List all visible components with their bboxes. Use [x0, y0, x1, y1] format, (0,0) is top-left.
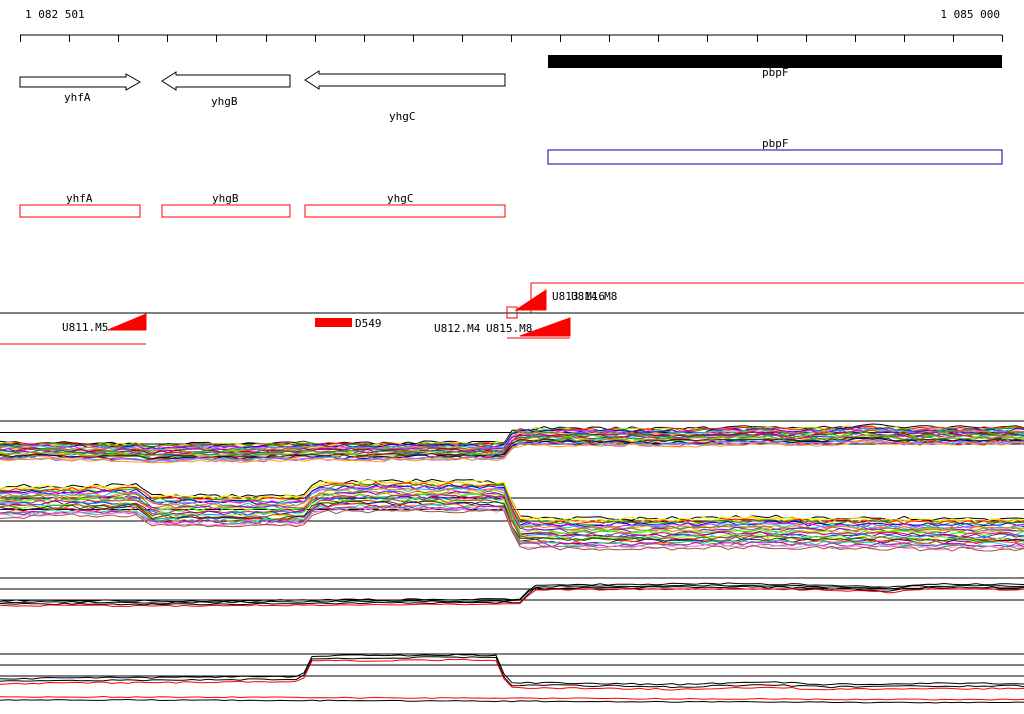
binding-site-ramp[interactable]	[107, 313, 147, 331]
gene-arrow-yhgB[interactable]	[161, 71, 291, 91]
intensity-series	[0, 488, 1024, 532]
intensity-series	[0, 585, 1024, 606]
intensity-series	[0, 509, 1024, 552]
intensity-series	[0, 656, 1024, 689]
binding-site-label[interactable]: U813.M16	[552, 290, 605, 303]
gene-label[interactable]: yhgC	[389, 110, 416, 123]
binding-site-label[interactable]: U811.M5	[62, 321, 108, 334]
intensity-series	[0, 582, 1024, 603]
gene-box-outline[interactable]	[547, 149, 1003, 165]
intensity-series	[0, 584, 1024, 604]
gene-label[interactable]: yhfA	[66, 192, 93, 205]
gene-label[interactable]: yhfA	[64, 91, 91, 104]
intensity-series	[0, 440, 1024, 464]
intensity-series	[0, 695, 1024, 701]
gene-label[interactable]: pbpF	[762, 137, 789, 150]
gene-label[interactable]: yhgC	[387, 192, 414, 205]
binding-site-label[interactable]: U815.M8	[486, 322, 532, 335]
gene-arrow-yhgC[interactable]	[304, 70, 506, 90]
intensity-series	[0, 658, 1024, 691]
gene-label[interactable]: yhgB	[212, 192, 239, 205]
ruler-end-coordinate: 1 085 000	[940, 8, 1000, 21]
gene-label[interactable]: yhgB	[211, 95, 238, 108]
binding-site-ramp[interactable]	[514, 289, 547, 311]
gene-annotation-track: yhfA yhgB yhgC pbpF pbpF yhfA yhgB yhgC	[19, 55, 1003, 218]
binding-site-ramp[interactable]	[519, 317, 571, 337]
intensity-series	[0, 653, 1024, 686]
red-gene-box-yhfA[interactable]	[19, 204, 141, 218]
binding-site-label[interactable]: D549	[355, 317, 382, 330]
binding-site-label[interactable]: U814.M8	[571, 290, 617, 303]
binding-site-outline-box[interactable]	[506, 306, 518, 319]
binding-site-box[interactable]	[315, 318, 352, 327]
intensity-series	[0, 587, 1024, 608]
binding-site-label[interactable]: U812.M4	[434, 322, 481, 335]
ruler-track	[20, 34, 1003, 42]
intensity-series	[0, 493, 1024, 537]
intensity-series	[0, 437, 1024, 461]
intensity-series	[0, 479, 1024, 523]
intensity-series	[0, 430, 1024, 455]
intensity-panels	[0, 420, 1024, 704]
ruler-start-coordinate: 1 082 501	[25, 8, 85, 21]
red-gene-box-yhgC[interactable]	[304, 204, 506, 218]
intensity-series	[0, 698, 1024, 704]
intensity-series	[0, 485, 1024, 529]
red-gene-box-yhgB[interactable]	[161, 204, 291, 218]
gene-box-filled[interactable]	[548, 55, 1002, 68]
gene-label[interactable]: pbpF	[762, 66, 789, 79]
gene-arrow-yhfA[interactable]	[19, 73, 142, 91]
intensity-series	[0, 482, 1024, 525]
